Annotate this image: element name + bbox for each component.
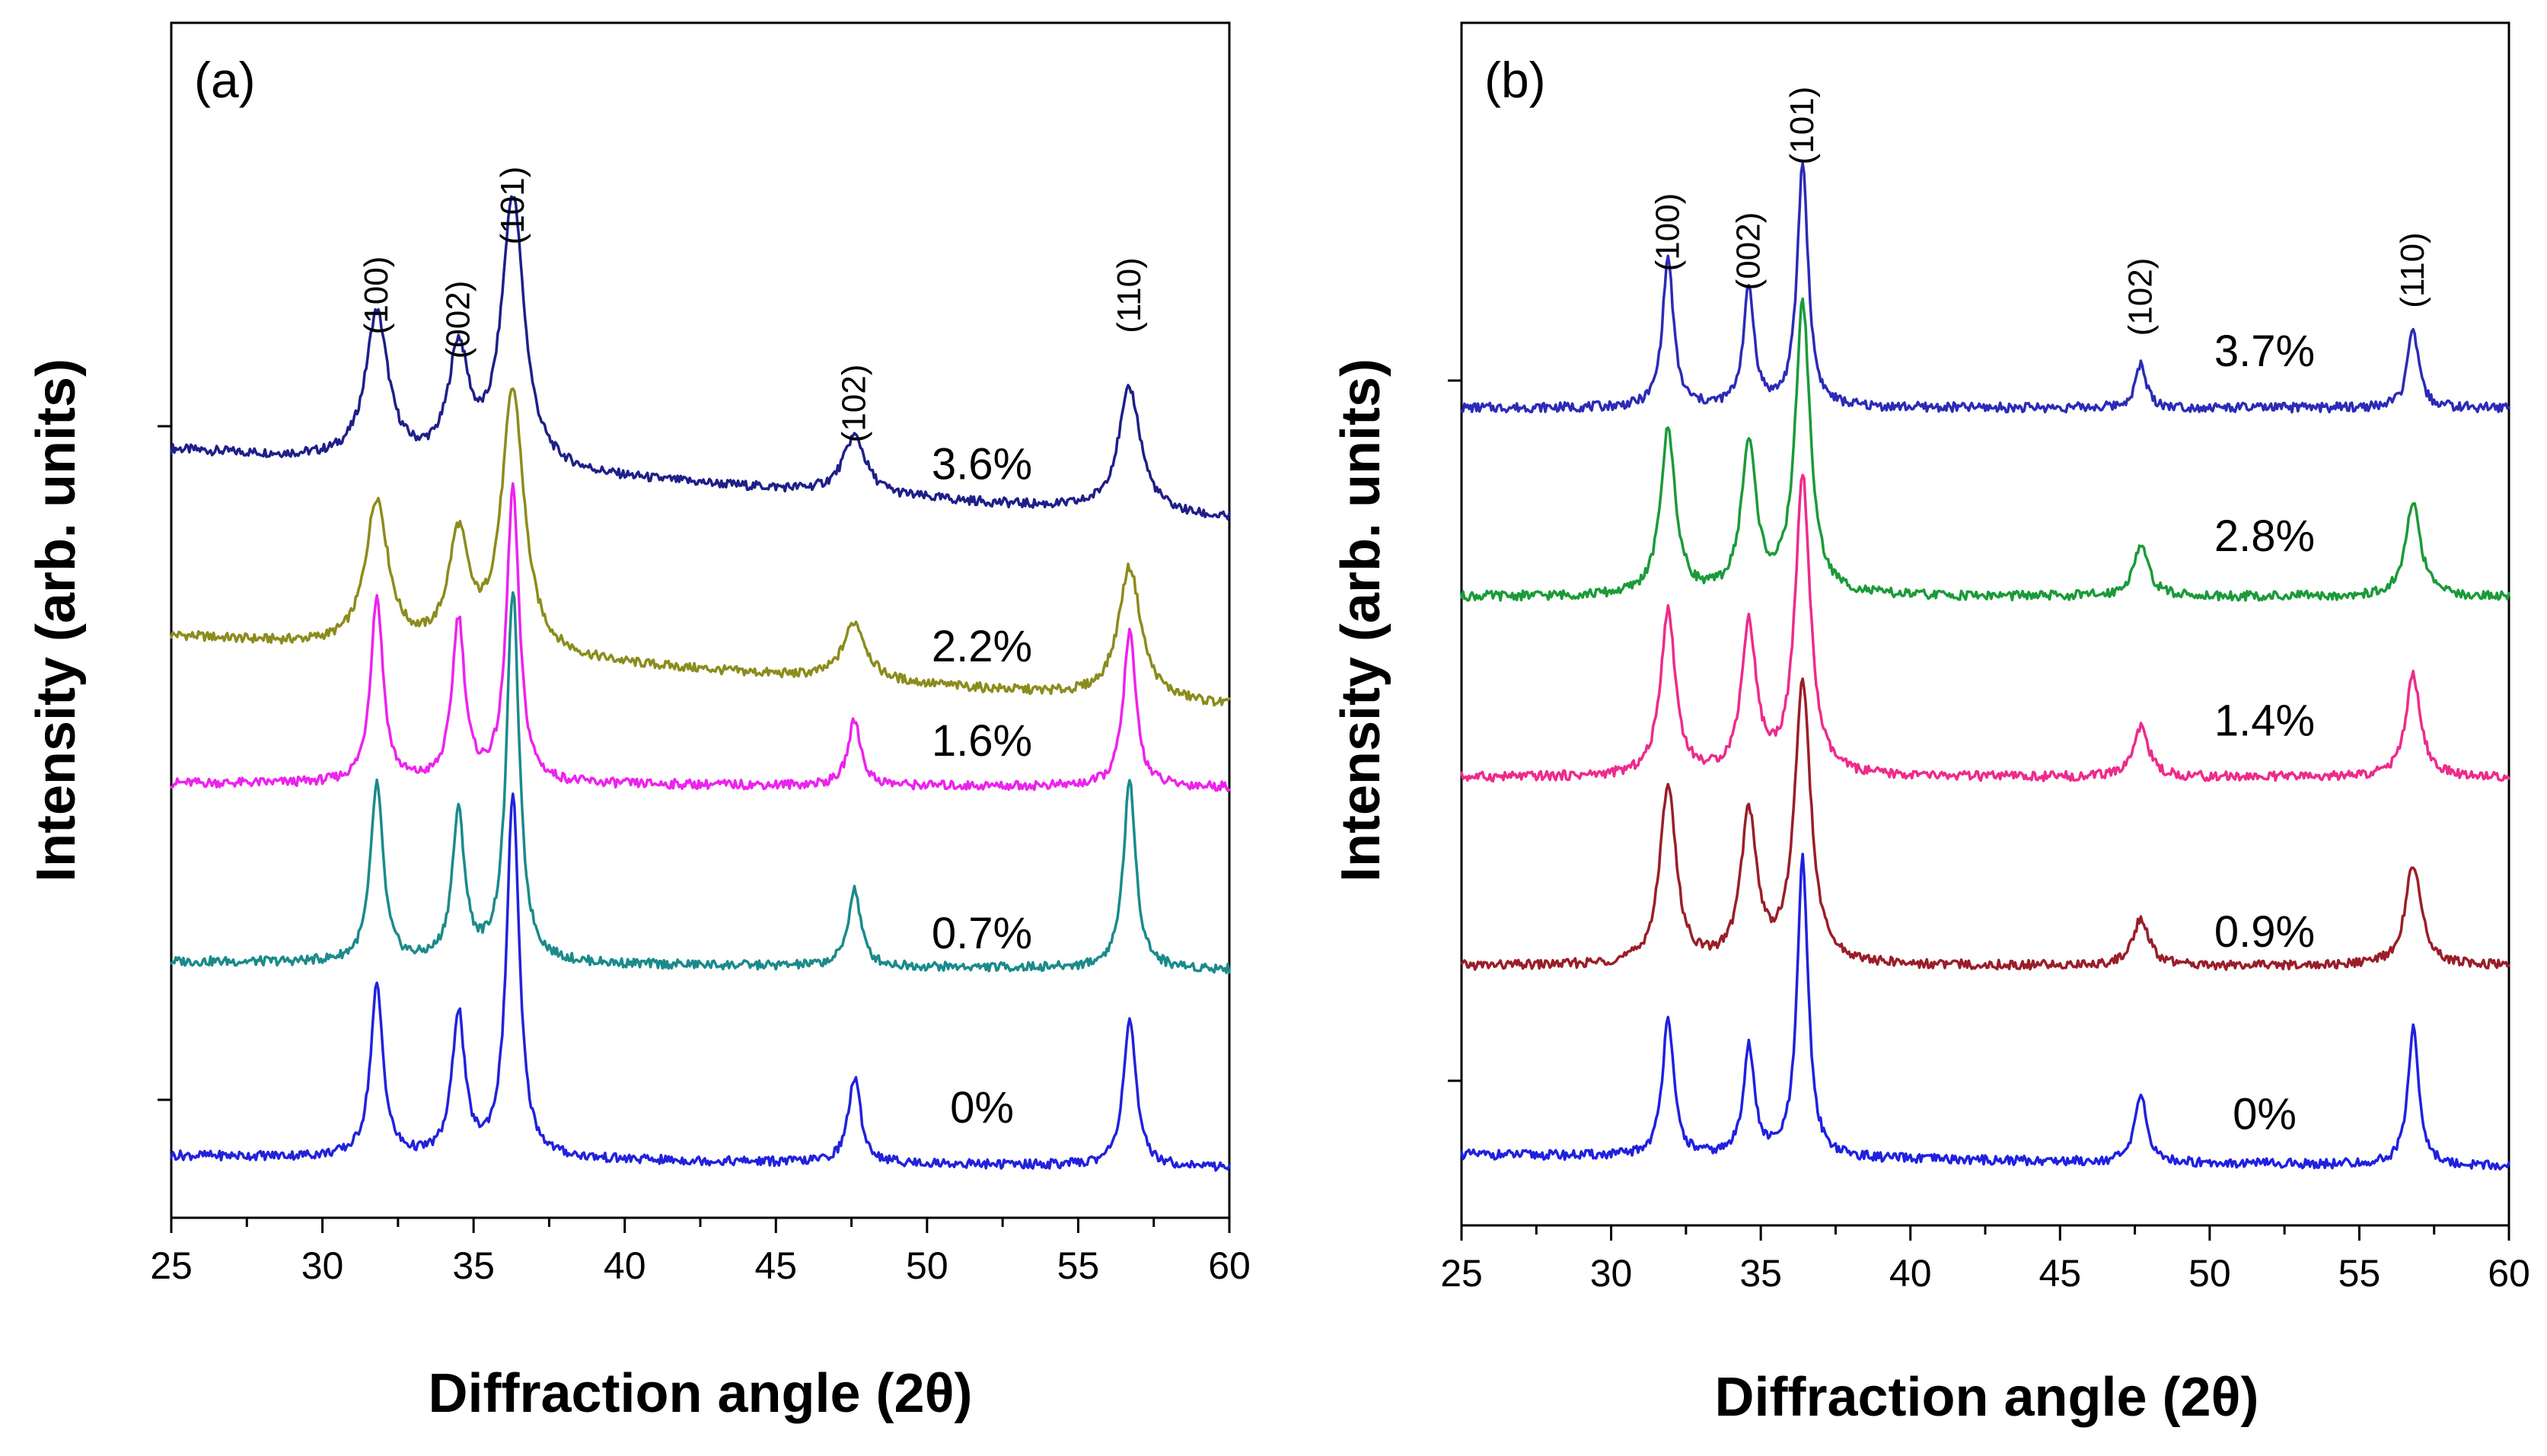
series-line-2 <box>1460 473 2510 783</box>
series-label: 1.6% <box>932 716 1032 766</box>
series-line-3 <box>170 591 1231 974</box>
x-tick-label: 55 <box>2338 1252 2381 1295</box>
panel-a-label: (a) <box>194 52 256 108</box>
series-label: 1.4% <box>2214 696 2315 745</box>
x-tick-label: 25 <box>1440 1252 1483 1295</box>
x-tick-label: 35 <box>1739 1252 1782 1295</box>
panel-a-peak-labels: (100) (002) (101) (102) (110) <box>358 167 1148 443</box>
x-tick-label: 25 <box>150 1244 193 1287</box>
panel-b-frame <box>1460 21 2510 1227</box>
peak-label: (100) <box>1649 193 1686 272</box>
panel-b-y-ticks <box>1448 379 1462 1082</box>
x-tick-label: 40 <box>1889 1252 1932 1295</box>
x-tick-label: 60 <box>2488 1252 2530 1295</box>
peak-label: (101) <box>494 167 531 245</box>
panel-b-y-axis-title: Intensity (arb. units) <box>1331 358 1391 882</box>
series-line-0 <box>170 195 1231 521</box>
series-label: 0% <box>2233 1090 2297 1139</box>
series-label: 3.6% <box>932 440 1032 489</box>
series-label: 2.2% <box>932 622 1032 671</box>
panel-a-traces <box>170 195 1231 1172</box>
x-tick-label: 55 <box>1057 1244 1100 1287</box>
panel-b-x-ticks: 25 30 35 40 45 50 55 60 <box>1440 1225 2530 1295</box>
series-label: 3.7% <box>2214 327 2315 376</box>
panel-b-x-axis-title: Diffraction angle (2θ) <box>1715 1367 2259 1428</box>
peak-label: (002) <box>1729 212 1767 291</box>
panel-a-x-ticks: 25 30 35 40 45 50 55 60 <box>150 1218 1251 1287</box>
series-label: 0.7% <box>932 909 1032 958</box>
peak-label: (102) <box>836 365 873 443</box>
panel-a-y-ticks <box>158 425 171 1101</box>
series-label: 2.8% <box>2214 511 2315 561</box>
series-line-1 <box>1460 297 2510 602</box>
panel-a-frame <box>170 21 1231 1219</box>
x-tick-label: 45 <box>2039 1252 2081 1295</box>
series-line-4 <box>170 792 1231 1172</box>
panel-b: 25 30 35 40 45 50 55 60 (100) (002) (101) (102) (11… <box>1331 21 2530 1428</box>
series-line-3 <box>1460 677 2510 971</box>
panel-a-x-axis-title: Diffraction angle (2θ) <box>429 1363 973 1424</box>
x-tick-label: 60 <box>1208 1244 1251 1287</box>
series-line-0 <box>1460 162 2510 414</box>
series-line-1 <box>170 387 1231 707</box>
x-tick-label: 45 <box>754 1244 797 1287</box>
panel-a-series-labels: 3.6% 2.2% 1.6% 0.7% 0% <box>932 440 1032 1133</box>
peak-label: (102) <box>2121 258 2159 336</box>
series-line-2 <box>170 482 1231 792</box>
peak-label: (100) <box>358 256 395 335</box>
peak-label: (110) <box>1111 257 1148 333</box>
peak-label: (110) <box>2394 232 2431 307</box>
series-label: 0.9% <box>2214 907 2315 957</box>
panel-b-label: (b) <box>1484 52 1546 108</box>
x-tick-label: 50 <box>2188 1252 2231 1295</box>
panel-b-traces <box>1460 162 2510 1171</box>
x-tick-label: 30 <box>301 1244 344 1287</box>
series-line-4 <box>1460 852 2510 1171</box>
panel-b-peak-labels: (100) (002) (101) (102) (110) <box>1649 87 2431 336</box>
x-tick-label: 50 <box>906 1244 948 1287</box>
panel-b-series-labels: 3.7% 2.8% 1.4% 0.9% 0% <box>2214 327 2315 1139</box>
x-tick-label: 30 <box>1590 1252 1633 1295</box>
panel-a: 25 30 35 40 45 50 55 60 (100) (002) (101) (102) (11… <box>26 21 1251 1424</box>
peak-label: (002) <box>439 281 477 359</box>
x-tick-label: 40 <box>604 1244 646 1287</box>
x-tick-label: 35 <box>452 1244 495 1287</box>
peak-label: (101) <box>1784 87 1821 165</box>
series-label: 0% <box>950 1083 1014 1133</box>
panel-a-y-axis-title: Intensity (arb. units) <box>26 358 87 882</box>
